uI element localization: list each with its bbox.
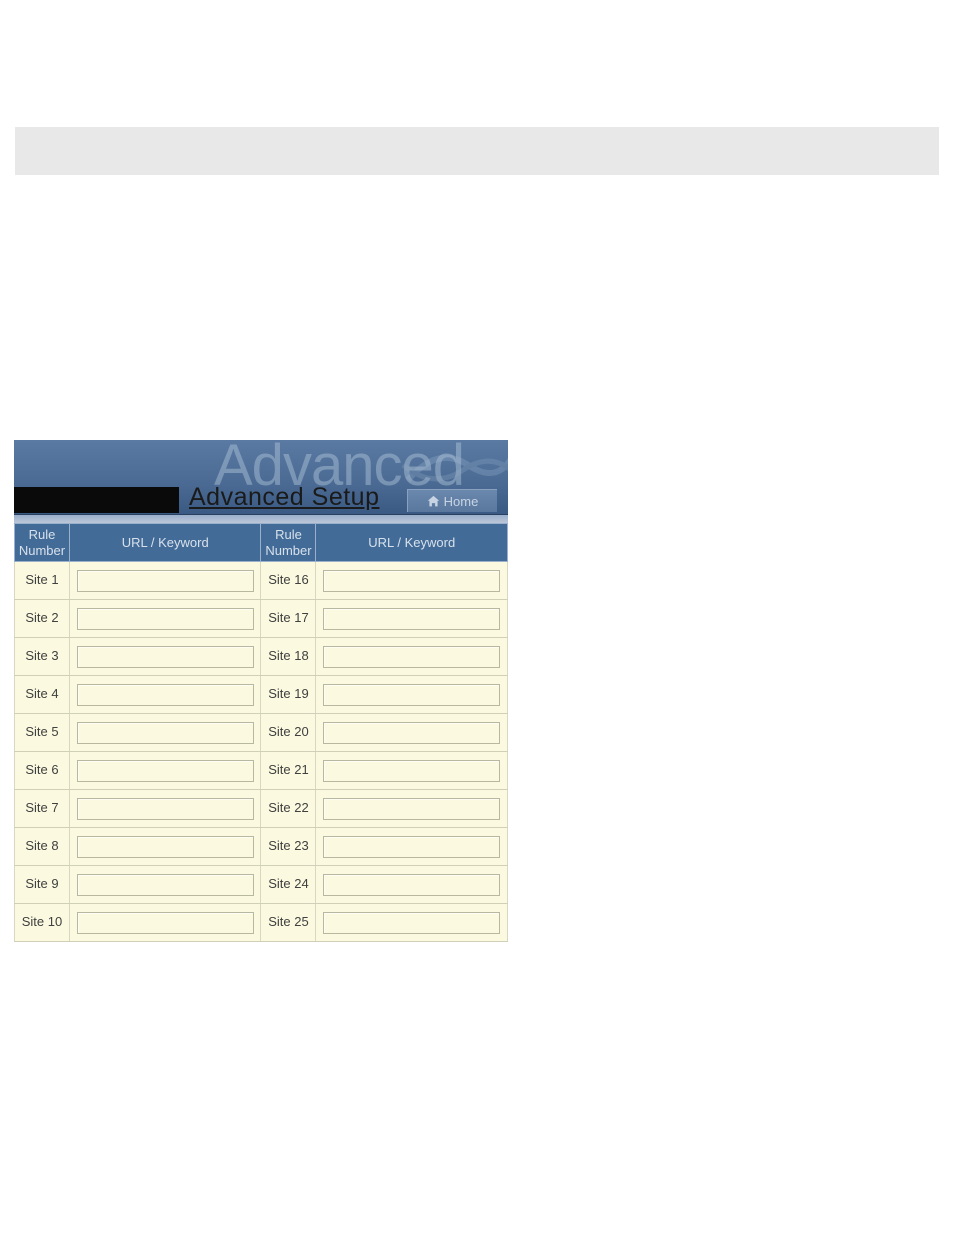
- rule-number-cell: Site 4: [15, 676, 70, 714]
- url-keyword-input[interactable]: [323, 798, 500, 820]
- url-keyword-cell: [69, 752, 261, 790]
- url-keyword-cell: [316, 562, 508, 600]
- rule-number-cell: Site 9: [15, 866, 70, 904]
- rule-number-cell: Site 1: [15, 562, 70, 600]
- url-keyword-input[interactable]: [323, 608, 500, 630]
- url-keyword-input[interactable]: [323, 722, 500, 744]
- url-keyword-input[interactable]: [77, 874, 254, 896]
- advanced-setup-panel: Advanced Advanced Setup Home Rule Number…: [14, 440, 508, 942]
- url-keyword-cell: [69, 676, 261, 714]
- rule-number-cell: Site 6: [15, 752, 70, 790]
- url-keyword-cell: [316, 638, 508, 676]
- url-keyword-input[interactable]: [323, 912, 500, 934]
- table-row: Site 6 Site 21: [15, 752, 508, 790]
- url-keyword-cell: [316, 600, 508, 638]
- url-keyword-input[interactable]: [77, 798, 254, 820]
- url-keyword-input[interactable]: [77, 836, 254, 858]
- url-keyword-cell: [69, 790, 261, 828]
- rule-number-cell: Site 7: [15, 790, 70, 828]
- table-row: Site 4 Site 19: [15, 676, 508, 714]
- url-keyword-input[interactable]: [323, 570, 500, 592]
- url-keyword-cell: [69, 600, 261, 638]
- table-row: Site 10 Site 25: [15, 904, 508, 942]
- rule-number-cell: Site 10: [15, 904, 70, 942]
- rule-number-cell: Site 21: [261, 752, 316, 790]
- url-keyword-input[interactable]: [77, 570, 254, 592]
- table-row: Site 7 Site 22: [15, 790, 508, 828]
- url-keyword-input[interactable]: [323, 684, 500, 706]
- rule-number-cell: Site 24: [261, 866, 316, 904]
- url-keyword-cell: [69, 562, 261, 600]
- rule-number-cell: Site 5: [15, 714, 70, 752]
- url-keyword-input[interactable]: [77, 760, 254, 782]
- url-keyword-cell: [69, 638, 261, 676]
- home-icon: [427, 495, 440, 508]
- table-row: Site 2 Site 17: [15, 600, 508, 638]
- col-url-keyword-right: URL / Keyword: [316, 524, 508, 562]
- url-keyword-input[interactable]: [77, 608, 254, 630]
- url-keyword-input[interactable]: [77, 722, 254, 744]
- url-keyword-cell: [69, 714, 261, 752]
- url-keyword-cell: [69, 904, 261, 942]
- col-url-keyword-left: URL / Keyword: [69, 524, 261, 562]
- url-keyword-cell: [69, 866, 261, 904]
- banner-title: Advanced Setup: [189, 483, 379, 512]
- rule-number-cell: Site 20: [261, 714, 316, 752]
- url-keyword-cell: [316, 714, 508, 752]
- url-keyword-input[interactable]: [77, 912, 254, 934]
- rule-number-cell: Site 22: [261, 790, 316, 828]
- banner-spacer: [14, 515, 508, 523]
- col-rule-number-left: Rule Number: [15, 524, 70, 562]
- rule-number-cell: Site 18: [261, 638, 316, 676]
- home-tab[interactable]: Home: [407, 489, 497, 512]
- url-keyword-input[interactable]: [77, 646, 254, 668]
- url-keyword-input[interactable]: [323, 874, 500, 896]
- rule-number-cell: Site 19: [261, 676, 316, 714]
- rule-number-cell: Site 25: [261, 904, 316, 942]
- rule-number-cell: Site 16: [261, 562, 316, 600]
- banner: Advanced Advanced Setup Home: [14, 440, 508, 515]
- table-row: Site 1 Site 16: [15, 562, 508, 600]
- rule-number-cell: Site 8: [15, 828, 70, 866]
- table-row: Site 5 Site 20: [15, 714, 508, 752]
- url-keyword-cell: [316, 676, 508, 714]
- top-gray-bar: [15, 127, 939, 175]
- table-row: Site 3 Site 18: [15, 638, 508, 676]
- table-row: Site 8 Site 23: [15, 828, 508, 866]
- url-keyword-input[interactable]: [323, 760, 500, 782]
- rule-number-cell: Site 3: [15, 638, 70, 676]
- url-keyword-input[interactable]: [323, 646, 500, 668]
- url-filter-table: Rule Number URL / Keyword Rule Number UR…: [14, 523, 508, 942]
- url-keyword-cell: [69, 828, 261, 866]
- url-keyword-input[interactable]: [323, 836, 500, 858]
- col-rule-number-right: Rule Number: [261, 524, 316, 562]
- url-keyword-cell: [316, 828, 508, 866]
- url-keyword-input[interactable]: [77, 684, 254, 706]
- url-keyword-cell: [316, 752, 508, 790]
- banner-swirl-graphic: [398, 440, 508, 495]
- rule-number-cell: Site 2: [15, 600, 70, 638]
- url-keyword-cell: [316, 866, 508, 904]
- url-keyword-cell: [316, 904, 508, 942]
- url-keyword-cell: [316, 790, 508, 828]
- banner-black-strip: [14, 487, 179, 513]
- rule-number-cell: Site 23: [261, 828, 316, 866]
- table-row: Site 9 Site 24: [15, 866, 508, 904]
- home-label: Home: [444, 494, 479, 509]
- rule-number-cell: Site 17: [261, 600, 316, 638]
